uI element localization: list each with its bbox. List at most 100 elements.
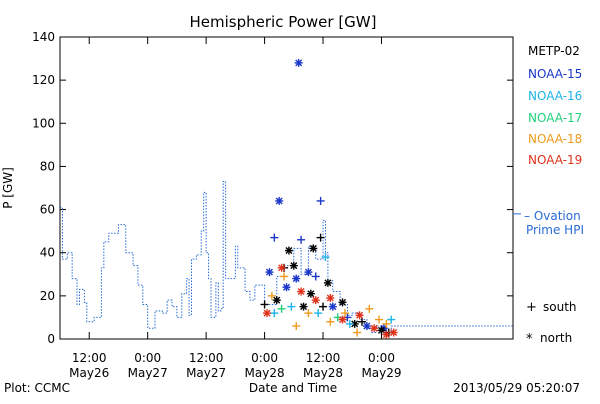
satellite-marker	[309, 244, 318, 253]
x-tick-label: May27	[186, 366, 226, 380]
satellite-marker	[270, 309, 279, 318]
x-tick-label: 0:00	[251, 351, 278, 365]
marker-stroke	[292, 275, 300, 283]
satellite-marker	[319, 302, 328, 311]
satellite-marker	[260, 300, 269, 309]
marker-legend-north-symbol: *	[526, 332, 533, 347]
x-tick-label: May29	[361, 366, 401, 380]
x-tick-label: May27	[128, 366, 168, 380]
satellite-marker	[314, 309, 323, 318]
satellite-marker	[311, 272, 320, 281]
legend-entry: NOAA-18	[528, 132, 582, 146]
y-tick-label: 140	[32, 30, 55, 44]
satellite-marker	[311, 296, 320, 305]
satellite-marker	[272, 296, 281, 305]
satellite-legend: METP-02 NOAA-15 NOAA-16 NOAA-17 NOAA-18 …	[528, 44, 582, 167]
marker-stroke	[265, 268, 273, 276]
marker-stroke	[390, 329, 398, 337]
satellite-marker	[389, 328, 398, 337]
marker-legend-north-label: north	[540, 331, 572, 345]
satellite-marker	[277, 304, 286, 313]
marker-stroke	[339, 298, 347, 306]
x-tick-label: May28	[303, 366, 343, 380]
satellite-marker	[289, 261, 298, 270]
satellite-marker	[304, 309, 313, 318]
satellite-marker	[382, 319, 391, 328]
marker-stroke	[297, 288, 305, 296]
satellite-marker	[297, 287, 306, 296]
satellite-marker	[358, 317, 366, 326]
ovation-model-series	[60, 181, 521, 334]
satellite-marker	[294, 58, 303, 67]
marker-stroke	[285, 247, 293, 255]
y-tick-label: 100	[32, 116, 55, 130]
marker-stroke	[309, 244, 317, 252]
x-tick-label: May28	[245, 366, 285, 380]
marker-stroke	[312, 296, 320, 304]
satellite-marker	[340, 309, 349, 318]
x-tick-label: 12:00	[189, 351, 224, 365]
plot-credit: Plot: CCMC	[4, 381, 70, 395]
x-tick-label: 0:00	[134, 351, 161, 365]
satellite-marker	[306, 289, 315, 298]
y-tick-label: 0	[47, 332, 55, 346]
marker-stroke	[339, 316, 347, 324]
satellite-marker	[297, 235, 306, 244]
marker-stroke	[304, 268, 312, 276]
marker-stroke	[307, 290, 315, 298]
marker-stroke	[377, 326, 385, 334]
satellite-marker	[275, 196, 284, 205]
satellite-marker	[292, 322, 301, 331]
satellite-marker	[323, 278, 332, 287]
marker-stroke	[300, 303, 308, 311]
marker-stroke	[278, 264, 286, 272]
y-tick-label: 60	[40, 203, 55, 217]
satellite-marker	[326, 294, 335, 303]
satellite-marker	[287, 302, 296, 311]
y-tick-label: 20	[40, 289, 55, 303]
marker-stroke	[351, 320, 359, 328]
satellite-marker	[365, 304, 374, 313]
satellite-marker	[387, 315, 396, 324]
marker-stroke	[295, 59, 303, 67]
x-tick-label: 12:00	[306, 351, 341, 365]
marker-stroke	[356, 311, 364, 319]
legend-entry: METP-02	[528, 44, 580, 58]
model-label-line2: Prime HPI	[526, 223, 584, 237]
satellite-points	[260, 58, 398, 339]
ovation-line	[60, 181, 513, 334]
x-axis-label: Date and Time	[249, 381, 337, 395]
marker-stroke	[382, 331, 390, 339]
marker-stroke	[283, 283, 290, 291]
x-axis-ticks: 12:00May260:00May2712:00May270:00May2812…	[69, 37, 402, 380]
satellite-marker	[345, 319, 354, 328]
legend-entry: NOAA-16	[528, 89, 582, 103]
chart-title: Hemispheric Power [GW]	[190, 13, 377, 31]
satellite-marker	[370, 324, 379, 333]
y-tick-label: 80	[40, 159, 55, 173]
y-tick-label: 120	[32, 73, 55, 87]
legend-entry: NOAA-19	[528, 153, 582, 167]
x-tick-label: 0:00	[368, 351, 395, 365]
satellite-marker	[267, 291, 276, 300]
satellite-marker	[292, 274, 301, 283]
satellite-marker	[338, 315, 347, 324]
satellite-marker	[277, 263, 286, 272]
y-tick-label: 40	[40, 246, 55, 260]
model-label-line1: – Ovation	[524, 209, 581, 223]
satellite-marker	[326, 317, 335, 326]
satellite-marker	[328, 302, 337, 311]
satellite-marker	[382, 330, 391, 339]
legend-entry: NOAA-15	[528, 67, 582, 81]
marker-stroke	[290, 262, 298, 270]
satellite-marker	[316, 196, 325, 205]
marker-legend-south-label: south	[543, 300, 577, 314]
marker-stroke	[273, 296, 281, 304]
satellite-marker	[263, 309, 272, 318]
legend-entry: NOAA-17	[528, 111, 582, 125]
satellite-marker	[284, 246, 293, 255]
y-axis-label: P [GW]	[1, 167, 15, 209]
satellite-marker	[353, 328, 362, 337]
marker-legend-south-symbol: +	[526, 300, 537, 315]
